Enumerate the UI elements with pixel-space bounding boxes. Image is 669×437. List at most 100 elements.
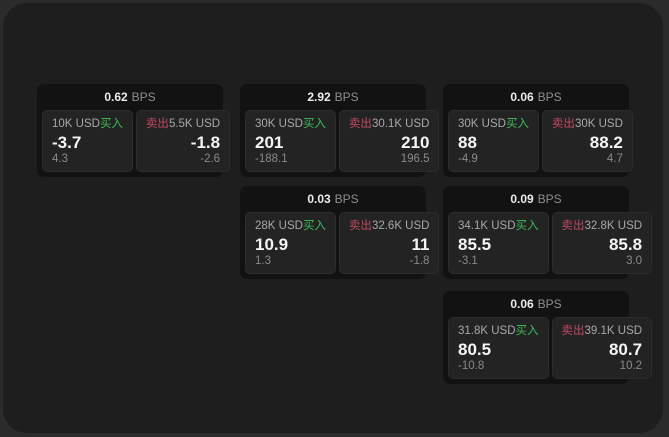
sell-label: 卖出: [561, 325, 585, 337]
bps-unit-label: BPS: [537, 297, 562, 311]
buy-tile-top: 31.8K USD 买入: [458, 325, 539, 338]
quote-card-header: 0.03 BPS: [240, 186, 426, 212]
buy-label: 买入: [99, 118, 123, 130]
quote-card-body: 28K USD 买入 10.9 1.3 卖出 32.6K USD 11 -1.8: [240, 212, 440, 279]
buy-price: -3.7: [52, 132, 82, 152]
buy-delta: -4.9: [458, 153, 478, 165]
sell-delta: -1.8: [409, 255, 430, 267]
sell-tile[interactable]: 卖出 39.1K USD 80.7 10.2: [551, 317, 653, 379]
buy-tile-top: 30K USD 买入: [255, 118, 326, 131]
sell-price: 88.2: [589, 132, 623, 152]
buy-amount: 31.8K USD: [458, 325, 516, 337]
sell-delta: 10.2: [619, 360, 643, 372]
sell-tile[interactable]: 卖出 32.6K USD 11 -1.8: [338, 212, 440, 274]
bps-unit-label: BPS: [537, 192, 562, 206]
bps-value: 2.92: [307, 90, 331, 104]
buy-amount: 34.1K USD: [458, 220, 516, 232]
bps-value: 0.06: [510, 297, 534, 311]
bps-unit-label: BPS: [131, 90, 156, 104]
sell-label: 卖出: [145, 118, 169, 130]
buy-delta: -3.1: [458, 255, 478, 267]
bps-unit-label: BPS: [537, 90, 562, 104]
quote-card-header: 0.09 BPS: [443, 186, 629, 212]
sell-delta: 3.0: [626, 255, 643, 267]
quote-card: 2.92 BPS 30K USD 买入 201 -188.1 卖出 30.1K …: [240, 84, 440, 177]
quote-card: 0.62 BPS 10K USD 买入 -3.7 4.3 卖出 5.5K USD…: [37, 84, 231, 177]
bps-unit-label: BPS: [334, 90, 359, 104]
quote-card-body: 30K USD 买入 201 -188.1 卖出 30.1K USD 210 1…: [240, 110, 440, 177]
sell-amount: 39.1K USD: [584, 325, 643, 337]
sell-tile-top: 卖出 5.5K USD: [146, 118, 220, 131]
buy-amount: 28K USD: [255, 220, 303, 232]
sell-amount: 32.8K USD: [584, 220, 643, 232]
buy-label: 买入: [515, 325, 539, 337]
sell-label: 卖出: [551, 118, 575, 130]
buy-label: 买入: [515, 220, 539, 232]
quote-card-body: 34.1K USD 买入 85.5 -3.1 卖出 32.8K USD 85.8…: [443, 212, 653, 279]
buy-label: 买入: [302, 118, 326, 130]
sell-amount: 30K USD: [574, 118, 623, 130]
buy-tile[interactable]: 28K USD 买入 10.9 1.3: [245, 212, 336, 274]
buy-tile[interactable]: 30K USD 买入 201 -188.1: [245, 110, 336, 172]
quote-card-header: 0.62 BPS: [37, 84, 223, 110]
bps-value: 0.03: [307, 192, 331, 206]
buy-delta: 1.3: [255, 255, 271, 267]
sell-delta: 196.5: [400, 153, 430, 165]
buy-tile-top: 10K USD 买入: [52, 118, 123, 131]
quote-card: 0.06 BPS 30K USD 买入 88 -4.9 卖出 30K USD 8…: [443, 84, 633, 177]
bps-value: 0.09: [510, 192, 534, 206]
buy-price: 80.5: [458, 339, 492, 359]
quote-card-header: 0.06 BPS: [443, 291, 629, 317]
quote-card-body: 30K USD 买入 88 -4.9 卖出 30K USD 88.2 4.7: [443, 110, 633, 177]
buy-tile-top: 28K USD 买入: [255, 220, 326, 233]
sell-tile[interactable]: 卖出 30K USD 88.2 4.7: [541, 110, 633, 172]
sell-tile-top: 卖出 39.1K USD: [562, 325, 643, 338]
buy-tile[interactable]: 30K USD 买入 88 -4.9: [448, 110, 539, 172]
sell-tile-top: 卖出 32.8K USD: [562, 220, 643, 233]
buy-delta: 4.3: [52, 153, 68, 165]
buy-price: 88: [458, 132, 477, 152]
sell-delta: -2.6: [200, 153, 221, 165]
buy-price: 10.9: [255, 234, 289, 254]
sell-tile[interactable]: 卖出 5.5K USD -1.8 -2.6: [135, 110, 231, 172]
buy-price: 201: [255, 132, 284, 152]
sell-price: 85.8: [608, 234, 643, 254]
buy-tile[interactable]: 10K USD 买入 -3.7 4.3: [42, 110, 133, 172]
sell-tile[interactable]: 卖出 30.1K USD 210 196.5: [338, 110, 440, 172]
buy-delta: -188.1: [255, 153, 288, 165]
sell-price: 210: [401, 132, 430, 152]
bps-value: 0.06: [510, 90, 534, 104]
sell-tile-top: 卖出 30K USD: [552, 118, 623, 131]
quote-card-header: 2.92 BPS: [240, 84, 426, 110]
sell-amount: 32.6K USD: [371, 220, 430, 232]
sell-label: 卖出: [348, 118, 372, 130]
buy-price: 85.5: [458, 234, 492, 254]
sell-delta: 4.7: [606, 153, 623, 165]
sell-tile-top: 卖出 32.6K USD: [349, 220, 430, 233]
quote-card: 0.09 BPS 34.1K USD 买入 85.5 -3.1 卖出 32.8K…: [443, 186, 653, 279]
sell-tile[interactable]: 卖出 32.8K USD 85.8 3.0: [551, 212, 653, 274]
bps-unit-label: BPS: [334, 192, 359, 206]
buy-tile-top: 30K USD 买入: [458, 118, 529, 131]
buy-tile-top: 34.1K USD 买入: [458, 220, 539, 233]
sell-label: 卖出: [561, 220, 585, 232]
sell-price: 11: [411, 234, 430, 254]
sell-tile-top: 卖出 30.1K USD: [349, 118, 430, 131]
buy-label: 买入: [505, 118, 529, 130]
buy-tile[interactable]: 34.1K USD 买入 85.5 -3.1: [448, 212, 549, 274]
sell-amount: 30.1K USD: [371, 118, 430, 130]
quote-card-header: 0.06 BPS: [443, 84, 629, 110]
bps-value: 0.62: [104, 90, 128, 104]
quote-card: 0.03 BPS 28K USD 买入 10.9 1.3 卖出 32.6K US…: [240, 186, 440, 279]
buy-amount: 30K USD: [458, 118, 506, 130]
sell-price: -1.8: [190, 132, 221, 152]
buy-tile[interactable]: 31.8K USD 买入 80.5 -10.8: [448, 317, 549, 379]
buy-delta: -10.8: [458, 360, 485, 372]
quote-card: 0.06 BPS 31.8K USD 买入 80.5 -10.8 卖出 39.1…: [443, 291, 653, 384]
sell-price: 80.7: [608, 339, 643, 359]
sell-amount: 5.5K USD: [168, 118, 221, 130]
buy-amount: 30K USD: [255, 118, 303, 130]
buy-amount: 10K USD: [52, 118, 100, 130]
quote-card-body: 31.8K USD 买入 80.5 -10.8 卖出 39.1K USD 80.…: [443, 317, 653, 384]
